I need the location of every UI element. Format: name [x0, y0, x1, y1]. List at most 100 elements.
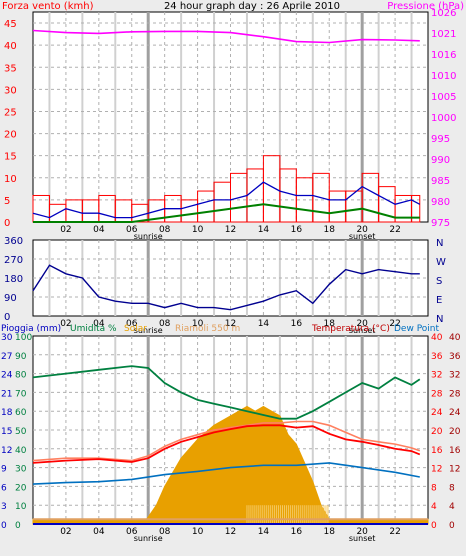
- x-tick-label: 02: [60, 527, 71, 537]
- direction-y-tick: 270: [4, 255, 23, 266]
- dewpoint-y-tick: 24: [449, 408, 461, 418]
- x-tick-label: 12: [225, 319, 236, 329]
- temperature-y-tick: 36: [431, 352, 443, 362]
- rain-y-tick: 30: [1, 333, 13, 343]
- x-tick-label: 16: [291, 225, 303, 235]
- x-tick-label: 06: [126, 225, 138, 235]
- rain-y-tick: 15: [1, 427, 12, 437]
- humidity-line: [32, 365, 421, 420]
- x-tick-label: 04: [93, 319, 105, 329]
- sunset-label: sunset: [349, 326, 376, 335]
- pressure-y-tick: 1010: [431, 71, 456, 82]
- direction-y-tick: 90: [4, 293, 17, 304]
- sunrise-label: sunrise: [134, 326, 163, 335]
- wind-y-tick: 45: [4, 19, 17, 30]
- humidity-y-tick: 10: [15, 502, 27, 512]
- dewpoint-y-tick: 12: [449, 465, 460, 475]
- temperature-y-tick: 32: [431, 371, 442, 381]
- sunset-label: sunset: [349, 534, 376, 543]
- pressure-y-tick: 995: [431, 134, 450, 145]
- riamoli-legend: Riamoli 550 m: [175, 324, 240, 334]
- x-tick-label: 08: [159, 527, 171, 537]
- x-tick-label: 10: [192, 319, 204, 329]
- temperature-y-tick: 8: [431, 483, 437, 493]
- x-tick-label: 16: [291, 527, 303, 537]
- pressure-y-tick: 1005: [431, 92, 456, 103]
- rain-y-tick: 24: [1, 371, 13, 381]
- x-tick-label: 10: [192, 225, 204, 235]
- humidity-y-tick: 40: [15, 446, 27, 456]
- rain-y-tick: 27: [1, 352, 12, 362]
- chart-title: 24 hour graph day : 26 Aprile 2010: [164, 1, 340, 12]
- dewpoint-y-tick: 36: [449, 352, 461, 362]
- x-tick-label: 18: [324, 225, 336, 235]
- dewpoint-y-tick: 0: [449, 521, 455, 531]
- temperature-y-tick: 28: [431, 389, 443, 399]
- x-tick-label: 20: [356, 225, 368, 235]
- pressure-y-tick: 985: [431, 176, 450, 187]
- dewpoint-y-tick: 8: [449, 483, 455, 493]
- pressure-y-tick: 1016: [431, 50, 456, 61]
- pressure-y-tick: 975: [431, 218, 450, 229]
- wind-bar: [411, 194, 421, 223]
- x-tick-label: 12: [225, 225, 236, 235]
- wind-y-tick: 5: [4, 196, 10, 207]
- x-tick-label: 08: [159, 319, 171, 329]
- temperature-axis-title: Temperatura (°C): [311, 324, 390, 334]
- dewpoint-y-tick: 16: [449, 446, 461, 456]
- dewpoint-y-tick: 4: [449, 502, 455, 512]
- x-tick-label: 02: [60, 225, 71, 235]
- pressure-y-tick: 1021: [431, 29, 456, 40]
- rain-y-tick: 12: [1, 446, 12, 456]
- x-tick-label: 02: [60, 319, 71, 329]
- compass-tick: E: [436, 295, 442, 306]
- x-tick-label: 04: [93, 225, 105, 235]
- temperature-y-tick: 40: [431, 333, 443, 343]
- x-tick-label: 08: [159, 225, 171, 235]
- sunrise-label: sunrise: [134, 534, 163, 543]
- pressure-y-tick: 1000: [431, 113, 456, 124]
- humidity-y-tick: 80: [15, 371, 27, 381]
- wind-y-tick: 10: [4, 174, 17, 185]
- dewpoint-y-tick: 20: [449, 427, 461, 437]
- dewpoint-y-tick: 40: [449, 333, 461, 343]
- pressure-y-tick: 980: [431, 197, 450, 208]
- sunrise-label: sunrise: [134, 232, 163, 241]
- wind-y-tick: 15: [4, 152, 17, 163]
- wind-y-tick: 30: [4, 85, 17, 96]
- humidity-y-tick: 20: [15, 483, 27, 493]
- pressure-y-tick: 1026: [431, 8, 456, 19]
- x-tick-label: 06: [126, 319, 138, 329]
- temperature-y-tick: 0: [431, 521, 437, 531]
- wind-max-line: [32, 181, 421, 219]
- direction-line: [32, 264, 420, 311]
- wind-avg-line: [33, 203, 420, 223]
- dewpoint-y-tick: 32: [449, 371, 460, 381]
- x-tick-label: 22: [389, 225, 400, 235]
- x-tick-label: 14: [258, 527, 270, 537]
- x-tick-label: 06: [126, 527, 138, 537]
- humidity-y-tick: 100: [15, 333, 32, 343]
- humidity-y-tick: 60: [15, 408, 27, 418]
- temperature-line: [32, 424, 421, 464]
- x-tick-label: 12: [225, 527, 236, 537]
- compass-tick: S: [436, 276, 442, 287]
- x-tick-label: 14: [258, 319, 270, 329]
- wind-y-tick: 25: [4, 107, 17, 118]
- humidity-y-tick: 90: [15, 352, 27, 362]
- compass-tick: W: [436, 257, 446, 268]
- x-tick-label: 18: [324, 319, 336, 329]
- humidity-y-tick: 50: [15, 427, 27, 437]
- dewpoint-y-tick: 28: [449, 389, 461, 399]
- pressure-line: [32, 29, 420, 44]
- direction-y-tick: 0: [4, 312, 10, 323]
- right-axis-title: Pressione (hPa): [387, 1, 464, 12]
- wind-y-tick: 35: [4, 63, 17, 74]
- rain-y-tick: 3: [1, 502, 7, 512]
- rain-y-tick: 0: [1, 521, 7, 531]
- solar-legend: Solar: [124, 324, 147, 334]
- x-tick-label: 16: [291, 319, 303, 329]
- x-tick-label: 18: [324, 527, 336, 537]
